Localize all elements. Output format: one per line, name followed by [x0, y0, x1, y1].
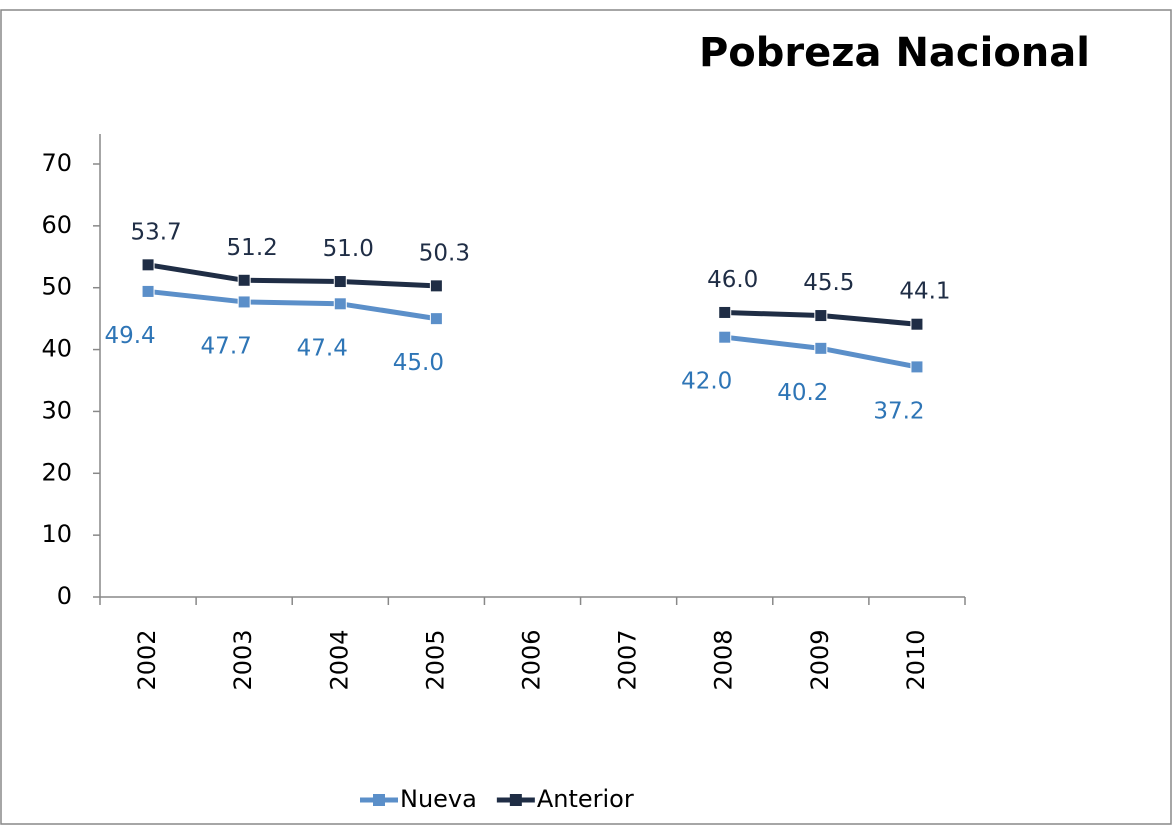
x-tick-label: 2008 [710, 629, 738, 690]
marker [141, 284, 155, 298]
y-tick-label: 10 [41, 520, 72, 548]
x-tick-label: 2005 [421, 629, 449, 690]
data-label: 53.7 [130, 219, 181, 245]
legend-label: Nueva [400, 785, 477, 813]
data-label: 45.0 [393, 350, 444, 376]
line [147, 288, 437, 322]
marker [814, 309, 828, 323]
marker [814, 341, 828, 355]
data-label: 45.5 [803, 270, 854, 296]
y-tick-label: 50 [41, 273, 72, 301]
y-tick-label: 30 [41, 396, 72, 424]
marker [718, 330, 732, 344]
data-label: 47.4 [297, 335, 348, 361]
y-tick-label: 0 [57, 582, 72, 610]
x-tick-label: 2007 [614, 629, 642, 690]
data-label: 50.3 [419, 240, 470, 266]
marker [333, 297, 347, 311]
y-tick-label: 20 [41, 458, 72, 486]
data-label: 40.2 [777, 380, 828, 406]
chart-title: Pobreza Nacional [699, 30, 1090, 76]
data-label: 49.4 [104, 323, 155, 349]
data-label: 42.0 [681, 369, 732, 395]
x-tick-label: 2002 [133, 629, 161, 690]
line [147, 262, 437, 289]
data-label: 46.0 [707, 267, 758, 293]
data-label: 51.0 [323, 236, 374, 262]
x-tick-label: 2003 [229, 629, 257, 690]
x-tick-label: 2006 [518, 629, 546, 690]
data-label: 47.7 [201, 333, 252, 359]
marker [333, 275, 347, 289]
data-label: 44.1 [899, 279, 950, 305]
x-tick-label: 2010 [902, 629, 930, 690]
frame [0, 9, 1172, 825]
marker [237, 295, 251, 309]
y-tick-label: 60 [41, 211, 72, 239]
legend-label: Anterior [537, 785, 634, 813]
marker [910, 360, 924, 374]
x-tick-label: 2004 [325, 629, 353, 690]
legend-marker [509, 794, 522, 806]
legend-marker [373, 794, 385, 806]
marker [429, 279, 443, 293]
data-label: 37.2 [873, 398, 924, 424]
y-tick-label: 70 [41, 149, 72, 177]
marker [429, 312, 443, 326]
marker [718, 305, 732, 319]
marker [910, 317, 924, 331]
marker [237, 273, 251, 287]
marker [141, 258, 155, 272]
y-tick-label: 40 [41, 335, 72, 363]
data-label: 51.2 [227, 235, 278, 261]
x-tick-label: 2009 [806, 629, 834, 690]
